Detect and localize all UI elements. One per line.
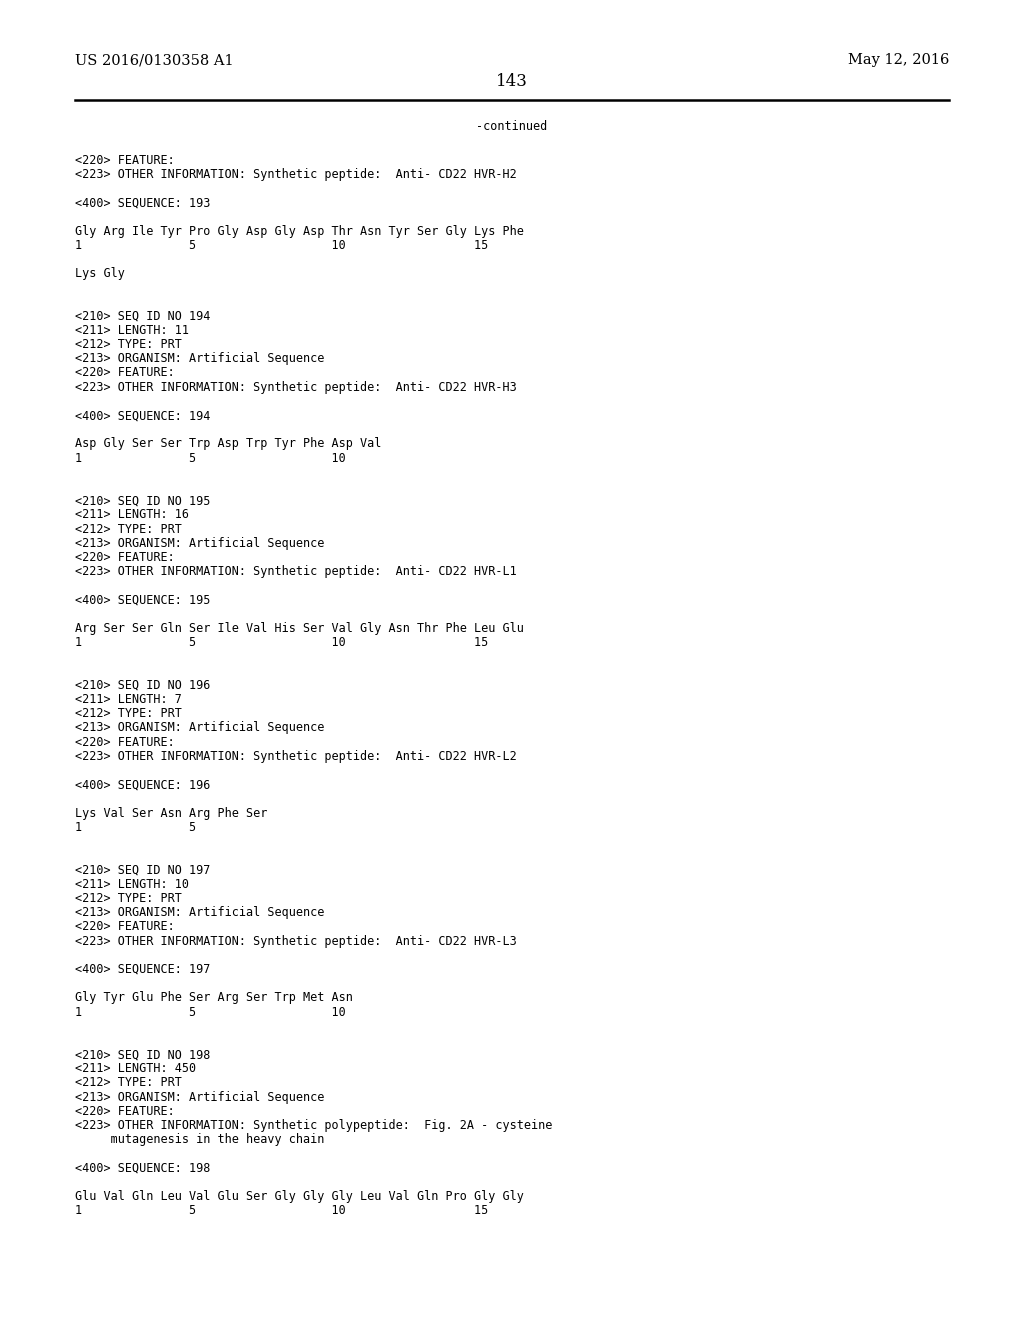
Text: <223> OTHER INFORMATION: Synthetic peptide:  Anti- CD22 HVR-L1: <223> OTHER INFORMATION: Synthetic pepti… bbox=[75, 565, 517, 578]
Text: Gly Arg Ile Tyr Pro Gly Asp Gly Asp Thr Asn Tyr Ser Gly Lys Phe: Gly Arg Ile Tyr Pro Gly Asp Gly Asp Thr … bbox=[75, 224, 524, 238]
Text: <213> ORGANISM: Artificial Sequence: <213> ORGANISM: Artificial Sequence bbox=[75, 537, 325, 550]
Text: Gly Tyr Glu Phe Ser Arg Ser Trp Met Asn: Gly Tyr Glu Phe Ser Arg Ser Trp Met Asn bbox=[75, 991, 353, 1005]
Text: Lys Gly: Lys Gly bbox=[75, 267, 125, 280]
Text: mutagenesis in the heavy chain: mutagenesis in the heavy chain bbox=[75, 1134, 325, 1146]
Text: <400> SEQUENCE: 196: <400> SEQUENCE: 196 bbox=[75, 779, 210, 791]
Text: <400> SEQUENCE: 194: <400> SEQUENCE: 194 bbox=[75, 409, 210, 422]
Text: <212> TYPE: PRT: <212> TYPE: PRT bbox=[75, 708, 182, 721]
Text: -continued: -continued bbox=[476, 120, 548, 133]
Text: 1               5                   10: 1 5 10 bbox=[75, 1006, 346, 1019]
Text: 1               5                   10                  15: 1 5 10 15 bbox=[75, 239, 488, 252]
Text: <211> LENGTH: 10: <211> LENGTH: 10 bbox=[75, 878, 189, 891]
Text: <213> ORGANISM: Artificial Sequence: <213> ORGANISM: Artificial Sequence bbox=[75, 906, 325, 919]
Text: US 2016/0130358 A1: US 2016/0130358 A1 bbox=[75, 53, 233, 67]
Text: 1               5                   10                  15: 1 5 10 15 bbox=[75, 1204, 488, 1217]
Text: <400> SEQUENCE: 195: <400> SEQUENCE: 195 bbox=[75, 594, 210, 607]
Text: 143: 143 bbox=[496, 74, 528, 91]
Text: <223> OTHER INFORMATION: Synthetic peptide:  Anti- CD22 HVR-L3: <223> OTHER INFORMATION: Synthetic pepti… bbox=[75, 935, 517, 948]
Text: May 12, 2016: May 12, 2016 bbox=[848, 53, 949, 67]
Text: <220> FEATURE:: <220> FEATURE: bbox=[75, 920, 175, 933]
Text: <213> ORGANISM: Artificial Sequence: <213> ORGANISM: Artificial Sequence bbox=[75, 1090, 325, 1104]
Text: <223> OTHER INFORMATION: Synthetic peptide:  Anti- CD22 HVR-H2: <223> OTHER INFORMATION: Synthetic pepti… bbox=[75, 168, 517, 181]
Text: <213> ORGANISM: Artificial Sequence: <213> ORGANISM: Artificial Sequence bbox=[75, 352, 325, 366]
Text: <220> FEATURE:: <220> FEATURE: bbox=[75, 552, 175, 564]
Text: Asp Gly Ser Ser Trp Asp Trp Tyr Phe Asp Val: Asp Gly Ser Ser Trp Asp Trp Tyr Phe Asp … bbox=[75, 437, 381, 450]
Text: <400> SEQUENCE: 193: <400> SEQUENCE: 193 bbox=[75, 197, 210, 209]
Text: <223> OTHER INFORMATION: Synthetic peptide:  Anti- CD22 HVR-H3: <223> OTHER INFORMATION: Synthetic pepti… bbox=[75, 380, 517, 393]
Text: <211> LENGTH: 11: <211> LENGTH: 11 bbox=[75, 323, 189, 337]
Text: <211> LENGTH: 16: <211> LENGTH: 16 bbox=[75, 508, 189, 521]
Text: <212> TYPE: PRT: <212> TYPE: PRT bbox=[75, 523, 182, 536]
Text: <220> FEATURE:: <220> FEATURE: bbox=[75, 735, 175, 748]
Text: <210> SEQ ID NO 196: <210> SEQ ID NO 196 bbox=[75, 678, 210, 692]
Text: <210> SEQ ID NO 197: <210> SEQ ID NO 197 bbox=[75, 863, 210, 876]
Text: <400> SEQUENCE: 198: <400> SEQUENCE: 198 bbox=[75, 1162, 210, 1175]
Text: <212> TYPE: PRT: <212> TYPE: PRT bbox=[75, 1077, 182, 1089]
Text: <210> SEQ ID NO 198: <210> SEQ ID NO 198 bbox=[75, 1048, 210, 1061]
Text: <220> FEATURE:: <220> FEATURE: bbox=[75, 367, 175, 380]
Text: Arg Ser Ser Gln Ser Ile Val His Ser Val Gly Asn Thr Phe Leu Glu: Arg Ser Ser Gln Ser Ile Val His Ser Val … bbox=[75, 622, 524, 635]
Text: Glu Val Gln Leu Val Glu Ser Gly Gly Gly Leu Val Gln Pro Gly Gly: Glu Val Gln Leu Val Glu Ser Gly Gly Gly … bbox=[75, 1191, 524, 1203]
Text: Lys Val Ser Asn Arg Phe Ser: Lys Val Ser Asn Arg Phe Ser bbox=[75, 807, 267, 820]
Text: <220> FEATURE:: <220> FEATURE: bbox=[75, 153, 175, 166]
Text: <211> LENGTH: 450: <211> LENGTH: 450 bbox=[75, 1063, 197, 1076]
Text: <213> ORGANISM: Artificial Sequence: <213> ORGANISM: Artificial Sequence bbox=[75, 722, 325, 734]
Text: <210> SEQ ID NO 195: <210> SEQ ID NO 195 bbox=[75, 494, 210, 507]
Text: <220> FEATURE:: <220> FEATURE: bbox=[75, 1105, 175, 1118]
Text: <400> SEQUENCE: 197: <400> SEQUENCE: 197 bbox=[75, 962, 210, 975]
Text: <212> TYPE: PRT: <212> TYPE: PRT bbox=[75, 338, 182, 351]
Text: 1               5: 1 5 bbox=[75, 821, 197, 834]
Text: 1               5                   10: 1 5 10 bbox=[75, 451, 346, 465]
Text: <211> LENGTH: 7: <211> LENGTH: 7 bbox=[75, 693, 182, 706]
Text: <223> OTHER INFORMATION: Synthetic polypeptide:  Fig. 2A - cysteine: <223> OTHER INFORMATION: Synthetic polyp… bbox=[75, 1119, 552, 1133]
Text: 1               5                   10                  15: 1 5 10 15 bbox=[75, 636, 488, 649]
Text: <210> SEQ ID NO 194: <210> SEQ ID NO 194 bbox=[75, 310, 210, 322]
Text: <212> TYPE: PRT: <212> TYPE: PRT bbox=[75, 892, 182, 906]
Text: <223> OTHER INFORMATION: Synthetic peptide:  Anti- CD22 HVR-L2: <223> OTHER INFORMATION: Synthetic pepti… bbox=[75, 750, 517, 763]
